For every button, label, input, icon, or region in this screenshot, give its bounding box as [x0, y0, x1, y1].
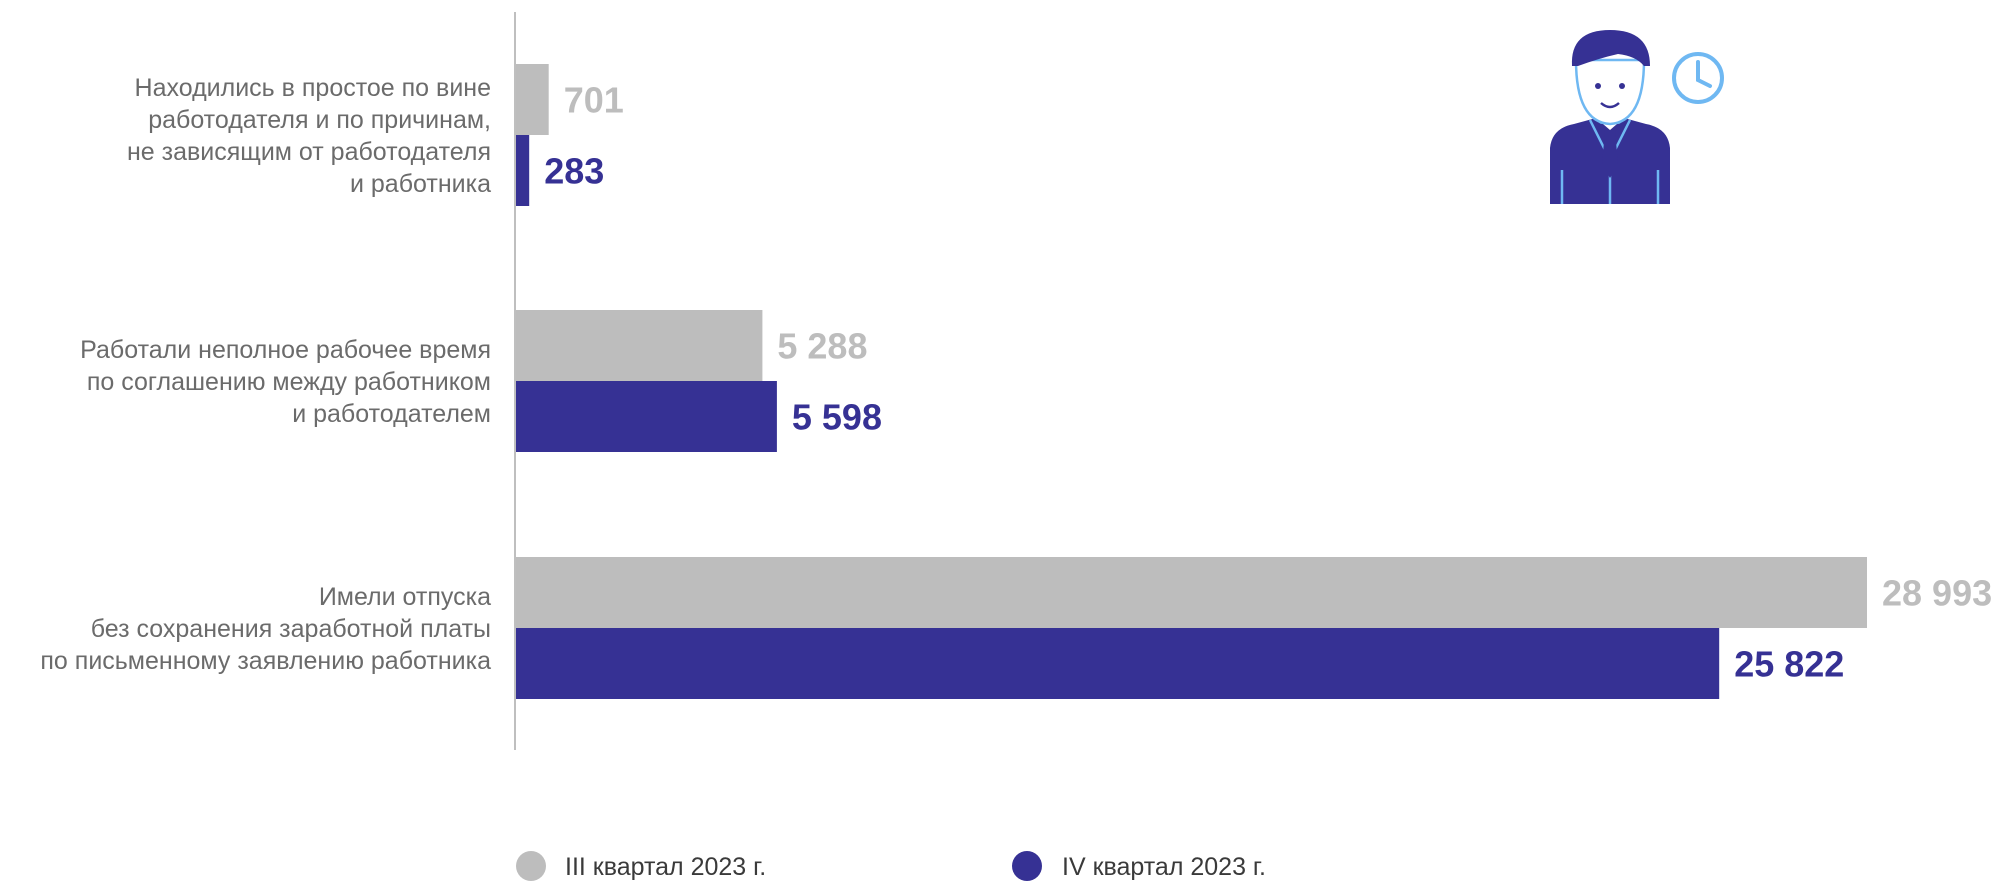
face — [1574, 58, 1646, 126]
legend-label-q3: III квартал 2023 г. — [565, 853, 766, 881]
bar-series1-cat1 — [516, 381, 777, 452]
category-label-0-line-2: не зависящим от работодателя — [127, 138, 491, 166]
value-label-series1-cat1: 5 598 — [792, 397, 882, 438]
value-label-series0-cat1: 5 288 — [777, 326, 867, 367]
hair — [1571, 30, 1650, 66]
category-label-2-line-2: по письменному заявлению работника — [40, 647, 491, 675]
legend-label-q4: IV квартал 2023 г. — [1062, 853, 1266, 881]
value-labels: 701 5 288 28 993 283 5 598 25 822 — [544, 80, 1992, 685]
bar-series0-cat0 — [516, 64, 549, 135]
smile — [1600, 102, 1620, 109]
bar-series1-cat2 — [516, 628, 1720, 699]
eye-right — [1619, 83, 1625, 89]
businessman-icon — [1550, 30, 1670, 204]
category-label-0-line-0: Находились в простое по вине — [135, 74, 491, 102]
legend-marker-q4 — [1012, 851, 1042, 881]
legend-marker-q3 — [516, 851, 546, 881]
category-label-2-line-0: Имели отпуска — [319, 583, 491, 611]
bars — [516, 64, 1867, 699]
category-label-0-line-1: работодателя и по причинам, — [148, 106, 491, 134]
category-label-1-line-0: Работали неполное рабочее время — [80, 336, 491, 364]
clock-icon — [1672, 52, 1724, 104]
value-label-series0-cat2: 28 993 — [1882, 573, 1992, 614]
category-label-1-line-1: по соглашению между работником — [87, 368, 491, 396]
category-labels: Находились в простое по вине работодателя… — [40, 74, 491, 675]
value-label-series1-cat2: 25 822 — [1734, 644, 1844, 685]
value-label-series0-cat0: 701 — [564, 80, 624, 121]
bar-series1-cat0 — [516, 135, 530, 206]
eye-left — [1595, 83, 1601, 89]
bar-series0-cat1 — [516, 310, 763, 381]
clock-hands — [1696, 60, 1712, 88]
category-label-2-line-1: без сохранения заработной платы — [91, 615, 491, 643]
bar-series0-cat2 — [516, 557, 1867, 628]
value-label-series1-cat0: 283 — [544, 151, 604, 192]
tie — [1602, 130, 1618, 178]
legend: III квартал 2023 г. IV квартал 2023 г. — [516, 851, 1266, 881]
category-label-1-line-2: и работодателем — [292, 400, 491, 428]
category-label-0-line-3: и работника — [350, 170, 491, 198]
